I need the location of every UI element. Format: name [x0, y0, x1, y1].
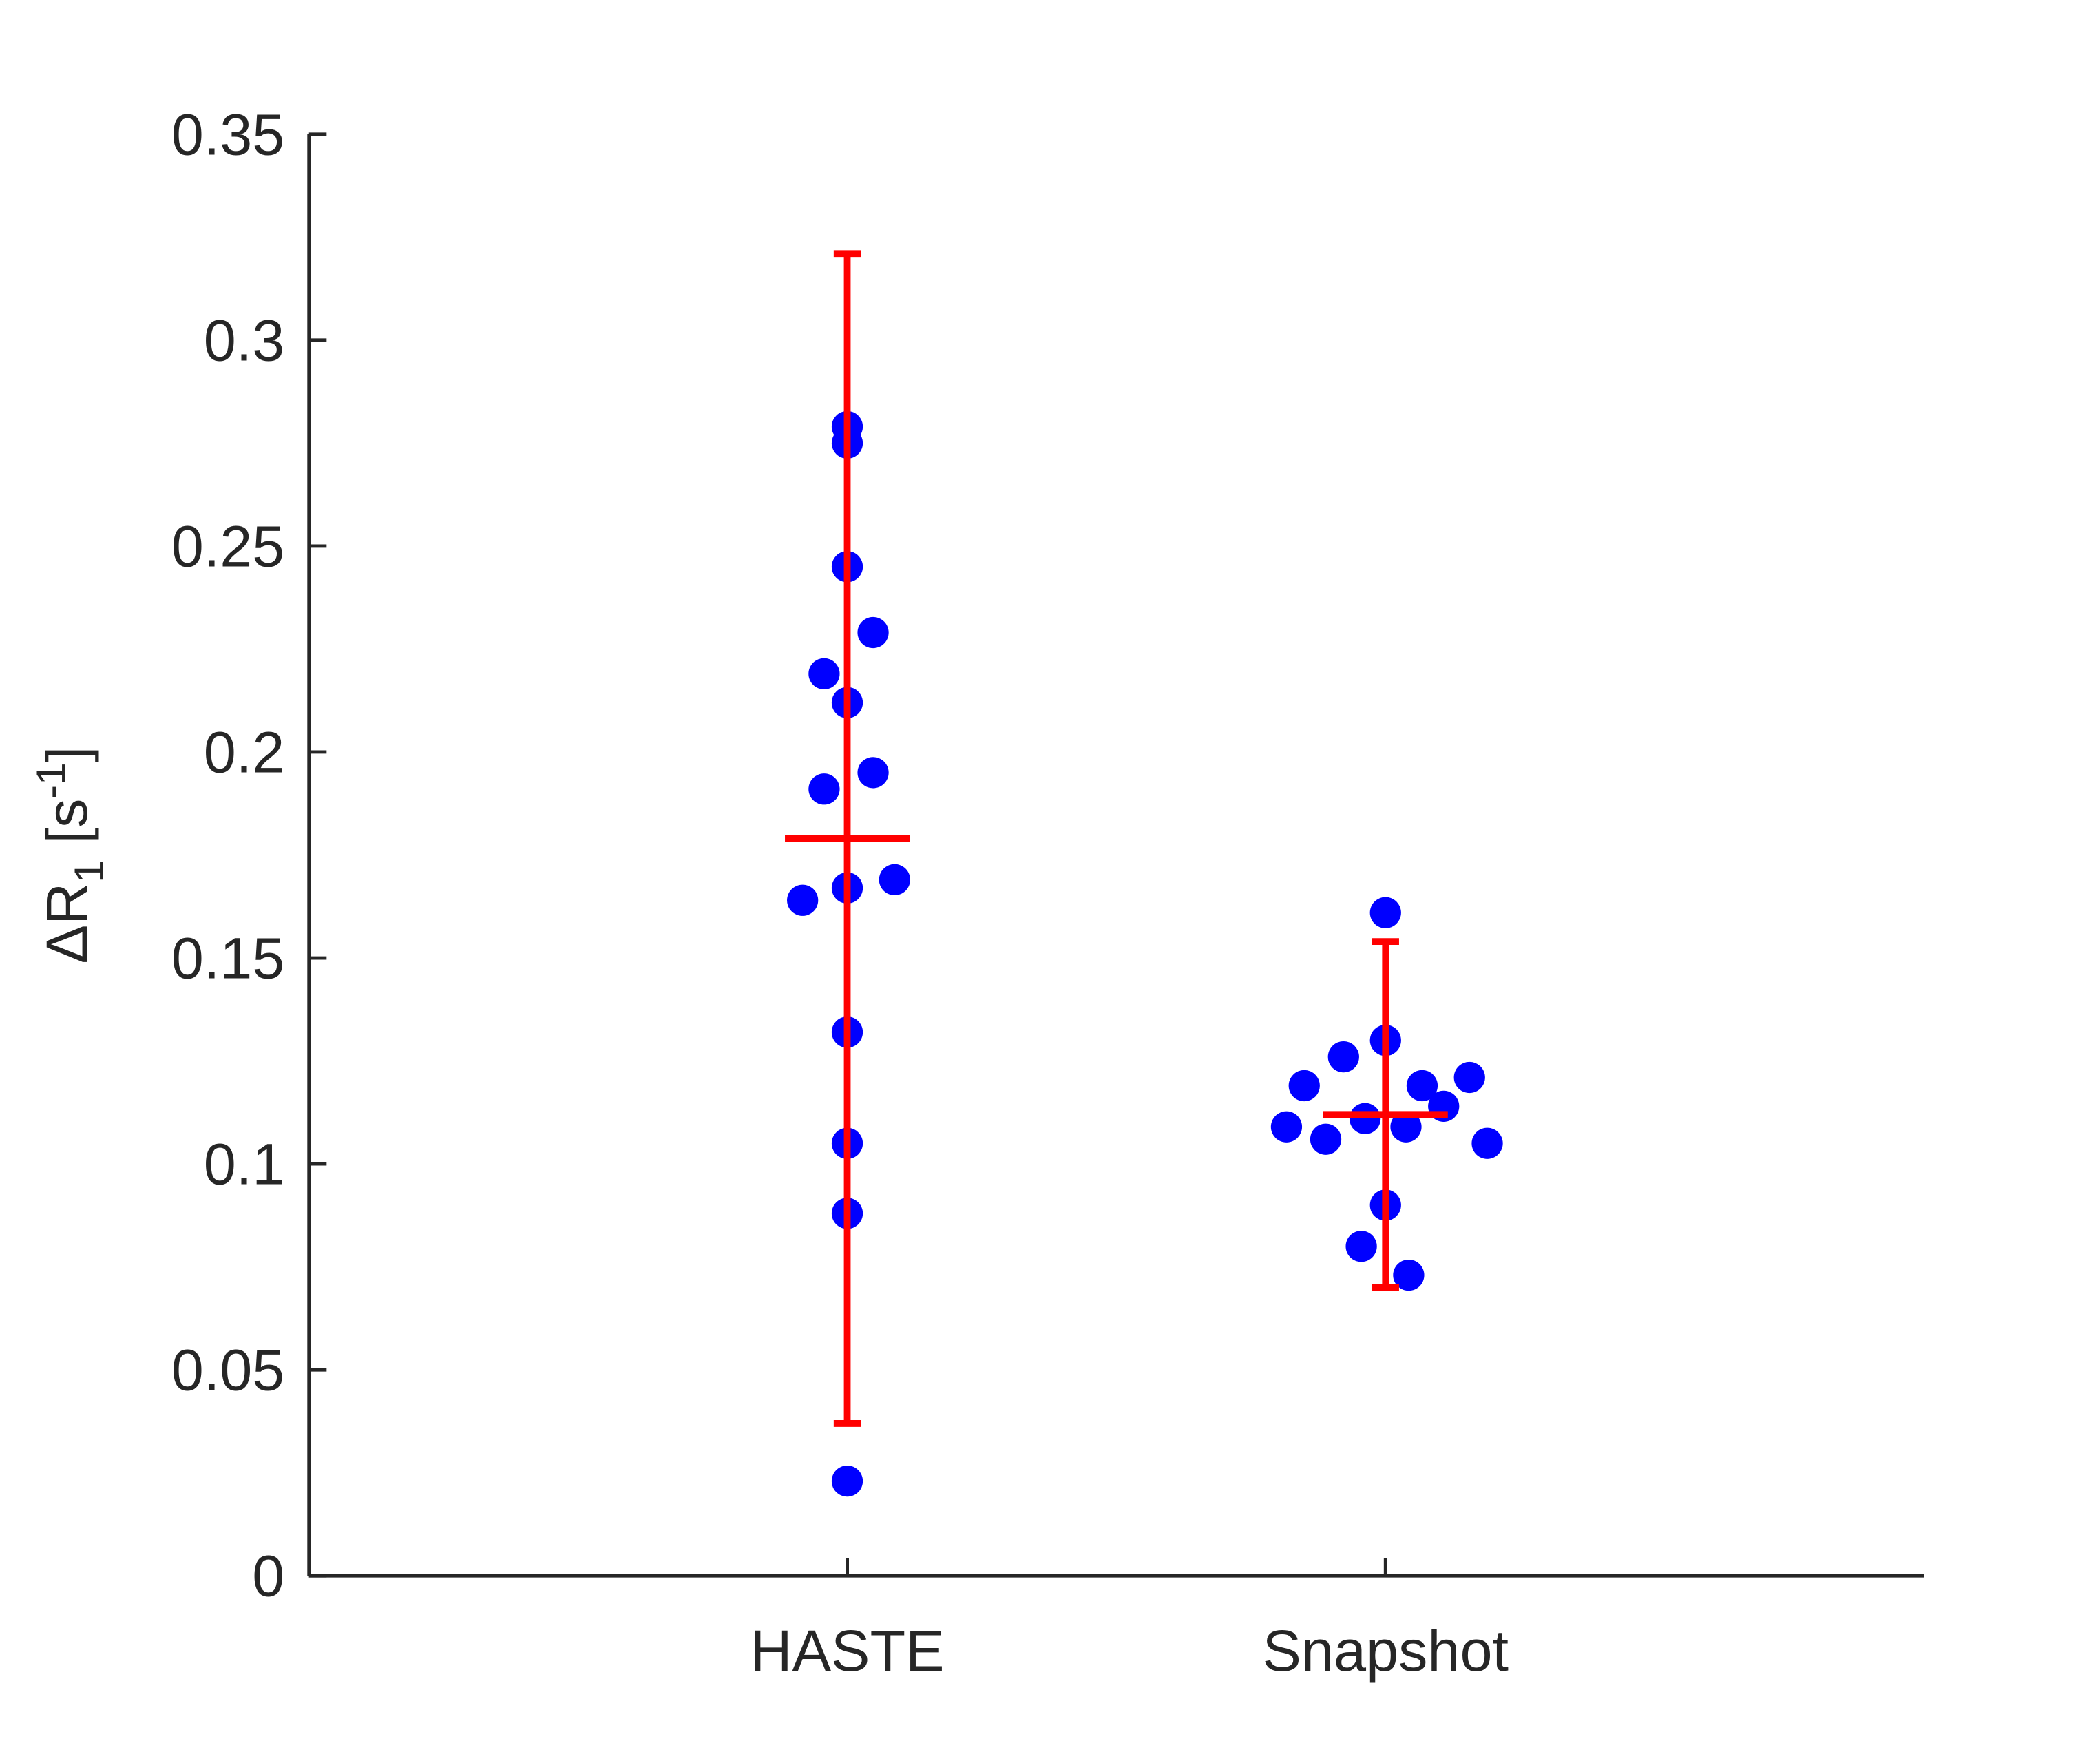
y-axis-label: ΔR1 [s-1] [29, 747, 112, 964]
y-tick-label: 0.3 [204, 307, 285, 373]
data-point [831, 1466, 863, 1497]
data-point [787, 884, 819, 916]
data-point [1471, 1127, 1503, 1159]
y-label-sub: 1 [67, 860, 112, 883]
y-tick-label: 0.35 [171, 101, 285, 167]
y-tick-label: 0.1 [204, 1132, 285, 1197]
y-label-rest: [s [34, 799, 99, 860]
data-point [1310, 1123, 1342, 1155]
data-point [1390, 1111, 1422, 1143]
data-point [1406, 1070, 1438, 1102]
y-tick-label: 0.25 [171, 513, 285, 578]
data-point [1349, 1103, 1381, 1134]
y-label-sup: -1 [29, 762, 74, 798]
x-tick-label: HASTE [750, 1618, 945, 1683]
y-label-main: ΔR [34, 883, 99, 964]
data-point [1288, 1070, 1320, 1102]
y-tick-label: 0.05 [171, 1337, 285, 1403]
data-point [879, 864, 910, 896]
y-tick-label: 0 [252, 1543, 284, 1609]
data-point [1345, 1231, 1377, 1262]
data-point [857, 616, 889, 649]
y-label-end: ] [34, 747, 99, 763]
data-point [1270, 1111, 1303, 1143]
data-point [808, 658, 840, 689]
data-point [1369, 897, 1401, 928]
data-point [857, 757, 889, 789]
x-tick-label: Snapshot [1263, 1618, 1509, 1683]
data-point [808, 773, 840, 805]
y-tick-label: 0.15 [171, 926, 285, 991]
y-tick-label: 0.2 [204, 719, 285, 784]
data-point [1327, 1041, 1359, 1073]
data-point [1393, 1259, 1425, 1291]
data-point [1453, 1061, 1485, 1094]
